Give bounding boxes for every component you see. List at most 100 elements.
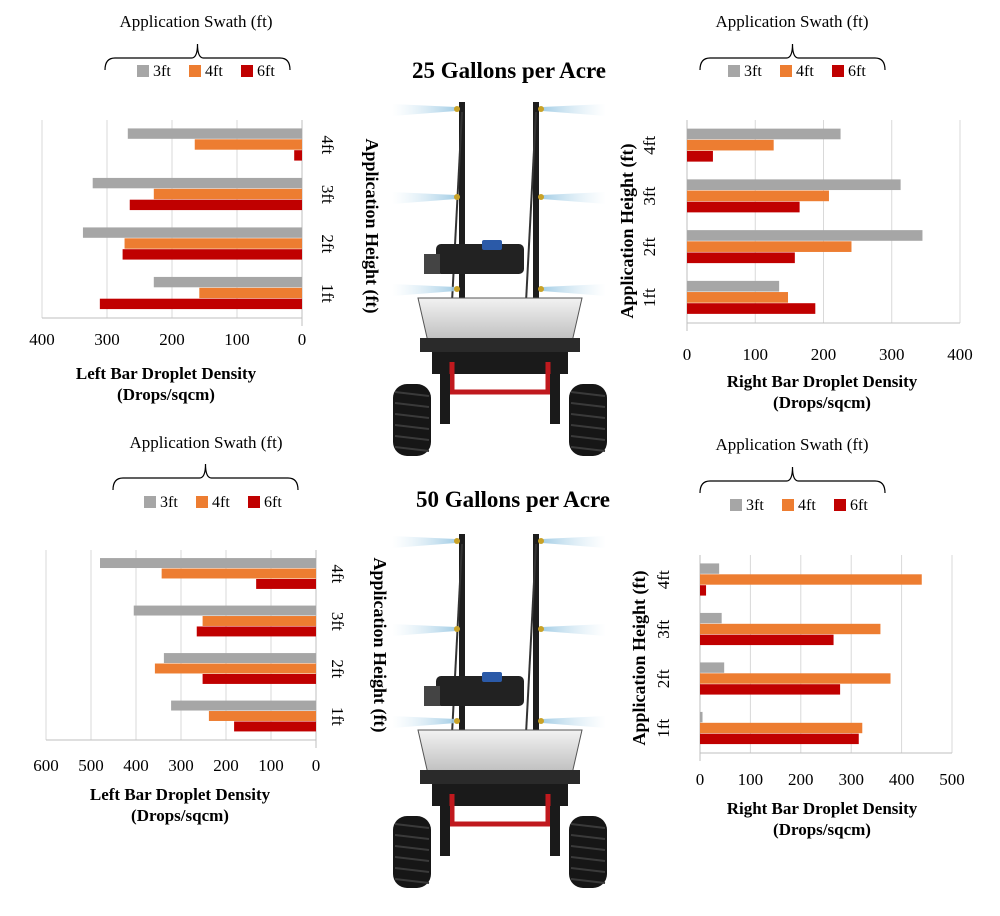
x-axis-title-units: (Drops/sqcm): [131, 806, 229, 825]
bar-2ft-6ft: [687, 252, 795, 264]
tire-tread: [394, 856, 430, 862]
bar-3ft-6ft: [196, 626, 316, 637]
spray-fan-left: [392, 104, 456, 116]
bar-2ft-6ft: [122, 249, 302, 260]
category-label-4ft: 4ft: [328, 564, 347, 583]
spray-fan-right: [542, 284, 606, 296]
category-label-3ft: 3ft: [654, 620, 673, 639]
bar-2ft-6ft: [700, 684, 841, 695]
category-label-2ft: 2ft: [654, 669, 673, 688]
bar-4ft-4ft: [161, 568, 316, 579]
nozzle: [538, 538, 544, 544]
bar-3ft-3ft: [133, 605, 316, 616]
tire-tread: [570, 446, 606, 452]
leg-left: [440, 374, 450, 424]
legend-label-6ft: 6ft: [848, 63, 866, 80]
category-label-1ft: 1ft: [328, 707, 347, 726]
bar-3ft-6ft: [700, 634, 834, 646]
legend-label-3ft: 3ft: [744, 63, 762, 80]
x-tick-label: 400: [947, 345, 973, 364]
nozzle: [538, 626, 544, 632]
spray-fan-left: [392, 716, 456, 728]
bar-1ft-3ft: [171, 700, 316, 711]
bar-3ft-6ft: [687, 201, 800, 213]
tank-base: [420, 338, 580, 352]
tire-tread: [570, 856, 606, 862]
category-label-4ft: 4ft: [318, 135, 337, 154]
spray-fan-right: [542, 536, 606, 548]
category-label-2ft: 2ft: [318, 234, 337, 253]
nozzle: [538, 718, 544, 724]
spray-tank: [417, 729, 583, 775]
bar-1ft-3ft: [700, 711, 703, 723]
bar-4ft-4ft: [687, 139, 774, 151]
height-axis-label: Application Height (ft): [361, 139, 382, 314]
bar-3ft-4ft: [700, 623, 881, 635]
spray-tank: [417, 297, 583, 343]
bar-1ft-4ft: [687, 292, 789, 303]
legend-swatch-4ft: [780, 65, 792, 77]
x-tick-label: 400: [29, 330, 55, 349]
category-label-2ft: 2ft: [328, 659, 347, 678]
chassis: [432, 352, 568, 374]
bar-3ft-3ft: [92, 177, 302, 189]
height-axis-label: Application Height (ft): [629, 571, 650, 746]
bar-3ft-4ft: [153, 188, 302, 200]
camera-mount: [424, 686, 440, 706]
wheel: [393, 384, 431, 456]
x-axis-title-units: (Drops/sqcm): [773, 393, 871, 412]
legend-swatch-6ft: [248, 496, 260, 508]
bar-4ft-4ft: [194, 139, 302, 150]
tire-tread: [394, 435, 430, 441]
tire-tread: [394, 845, 430, 851]
bar-1ft-4ft: [208, 711, 316, 721]
category-label-4ft: 4ft: [654, 570, 673, 589]
tire-tread: [570, 424, 606, 430]
nozzle: [454, 106, 460, 112]
leg-right: [550, 374, 560, 424]
bar-1ft-6ft: [99, 298, 302, 310]
spray-fan-left: [392, 192, 456, 204]
bar-3ft-4ft: [202, 616, 316, 626]
bar-4ft-6ft: [294, 150, 302, 161]
category-label-2ft: 2ft: [640, 237, 659, 256]
camera-light: [482, 672, 502, 682]
x-tick-label: 300: [168, 756, 194, 775]
category-label-3ft: 3ft: [640, 186, 659, 205]
leg-right: [550, 806, 560, 856]
red-bumper-frame: [449, 794, 551, 827]
mast-pole: [459, 534, 465, 774]
nozzle: [538, 194, 544, 200]
bar-2ft-3ft: [163, 653, 316, 664]
tire-tread: [394, 834, 430, 840]
x-tick-label: 300: [879, 345, 905, 364]
bar-4ft-6ft: [687, 150, 713, 162]
legend-swatch-3ft: [728, 65, 740, 77]
x-tick-label: 100: [224, 330, 250, 349]
tire-tread: [394, 391, 430, 397]
chart-bottom-right: Application Swath (ft) 3ft 4ft 6ft 0 100 200 30…: [629, 435, 965, 839]
swath-label: Application Swath (ft): [120, 12, 273, 31]
mast-pole: [533, 102, 539, 342]
x-tick-label: 200: [811, 345, 837, 364]
bar-4ft-6ft: [700, 585, 707, 596]
x-tick-label: 200: [159, 330, 185, 349]
legend-swatch-6ft: [834, 499, 846, 511]
nozzle: [454, 194, 460, 200]
x-axis-title: Right Bar Droplet Density: [727, 799, 918, 818]
camera-unit: [436, 244, 524, 274]
legend-swatch-3ft: [137, 65, 149, 77]
x-tick-label: 500: [939, 770, 965, 789]
nozzle: [454, 718, 460, 724]
wheel: [393, 816, 431, 888]
legend-label-6ft: 6ft: [264, 494, 282, 511]
x-tick-label: 0: [312, 756, 321, 775]
category-label-3ft: 3ft: [328, 612, 347, 631]
x-tick-label: 400: [123, 756, 149, 775]
x-axis-title: Left Bar Droplet Density: [90, 785, 271, 804]
bar-1ft-4ft: [700, 722, 863, 734]
legend-swatch-4ft: [196, 496, 208, 508]
category-label-1ft: 1ft: [640, 288, 659, 307]
spray-fan-left: [392, 536, 456, 548]
swath-label: Application Swath (ft): [716, 435, 869, 454]
